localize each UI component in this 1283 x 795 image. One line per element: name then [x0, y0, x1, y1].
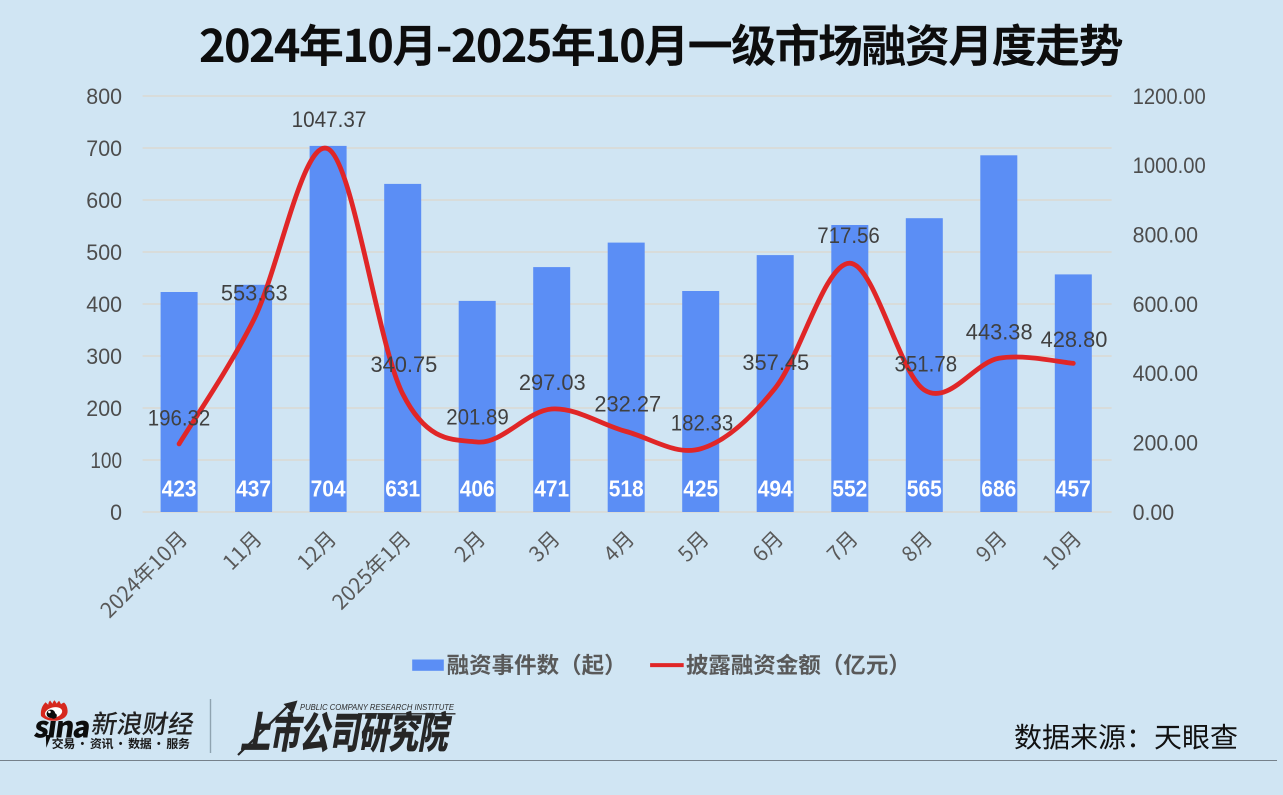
svg-text:1000.00: 1000.00: [1133, 153, 1206, 178]
svg-text:400.00: 400.00: [1133, 361, 1198, 386]
svg-text:631: 631: [385, 476, 420, 502]
svg-text:437: 437: [236, 476, 271, 502]
svg-text:552: 552: [832, 476, 867, 502]
svg-text:686: 686: [981, 476, 1016, 502]
svg-text:200.00: 200.00: [1133, 431, 1198, 456]
svg-text:428.80: 428.80: [1041, 327, 1108, 352]
svg-text:201.89: 201.89: [446, 404, 509, 429]
svg-text:406: 406: [460, 476, 495, 502]
svg-text:600.00: 600.00: [1133, 292, 1198, 317]
svg-text:717.56: 717.56: [817, 223, 880, 248]
svg-text:232.27: 232.27: [594, 391, 661, 416]
svg-text:443.38: 443.38: [966, 320, 1033, 345]
svg-text:471: 471: [534, 476, 569, 502]
svg-text:182.33: 182.33: [671, 411, 734, 436]
svg-text:457: 457: [1056, 476, 1091, 502]
svg-text:340.75: 340.75: [371, 352, 438, 377]
svg-text:200: 200: [86, 396, 122, 421]
svg-text:700: 700: [86, 136, 122, 161]
svg-text:196.32: 196.32: [148, 406, 211, 431]
svg-text:518: 518: [609, 476, 644, 502]
svg-text:565: 565: [907, 476, 942, 502]
svg-text:425: 425: [683, 476, 718, 502]
svg-text:704: 704: [311, 476, 346, 502]
svg-text:0.00: 0.00: [1133, 500, 1175, 525]
svg-text:500: 500: [86, 240, 122, 265]
svg-text:297.03: 297.03: [519, 370, 586, 395]
svg-text:553.63: 553.63: [221, 280, 288, 305]
svg-text:300: 300: [86, 344, 122, 369]
svg-text:400: 400: [86, 292, 122, 317]
svg-text:351.78: 351.78: [895, 352, 958, 377]
svg-text:423: 423: [162, 476, 197, 502]
svg-text:0: 0: [110, 500, 122, 525]
svg-text:600: 600: [86, 188, 122, 213]
svg-text:357.45: 357.45: [742, 350, 809, 375]
svg-text:800: 800: [86, 84, 122, 109]
svg-text:100: 100: [90, 448, 122, 473]
svg-text:PUBLIC COMPANY RESEARCH INSTIT: PUBLIC COMPANY RESEARCH INSTITUTE: [300, 703, 454, 712]
svg-text:494: 494: [758, 476, 793, 502]
svg-text:800.00: 800.00: [1133, 223, 1198, 248]
svg-text:1047.37: 1047.37: [292, 107, 367, 132]
svg-text:1200.00: 1200.00: [1133, 84, 1206, 109]
